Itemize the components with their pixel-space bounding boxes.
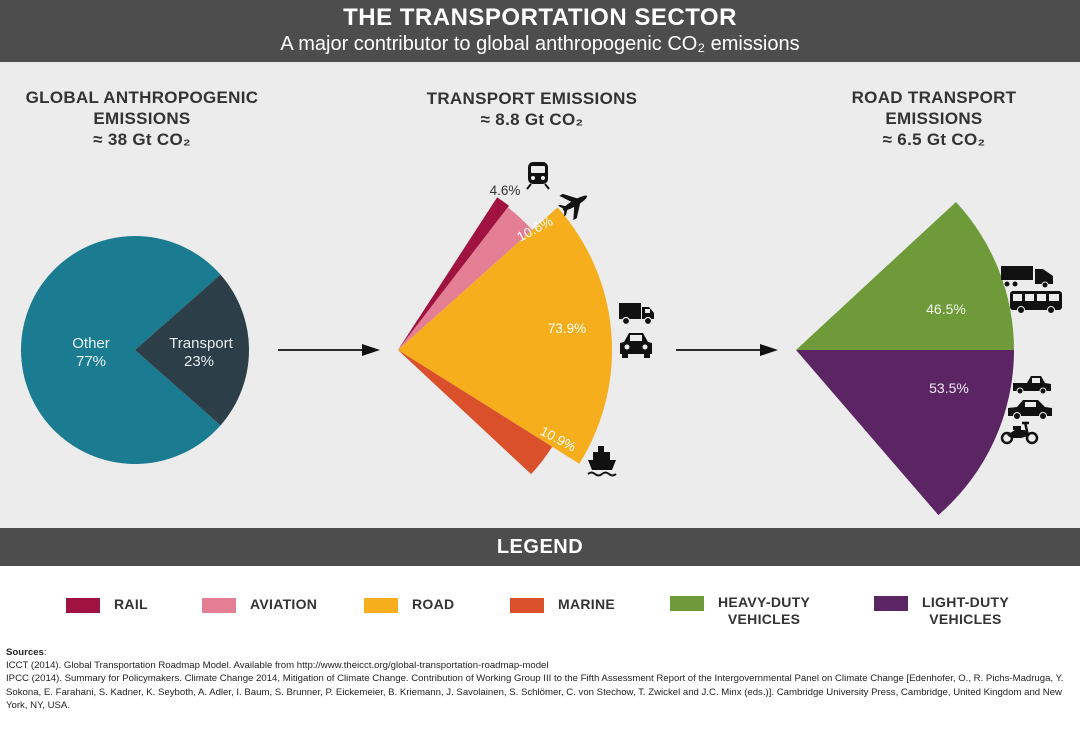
legend-item-aviation: AVIATION [202, 596, 317, 613]
pickup-truck-icon [1013, 376, 1051, 395]
legend-title: LEGEND [0, 528, 1080, 566]
slice-road [398, 207, 613, 464]
legend-swatch-aviation [202, 598, 236, 613]
arrow-transport-to-road [676, 344, 778, 356]
legend-item-marine: MARINE [510, 596, 615, 613]
transport-total: ≈ 8.8 Gt CO₂ [480, 110, 584, 129]
legend-label-road: ROAD [412, 596, 455, 612]
legend-label-aviation: AVIATION [250, 596, 318, 612]
legend-item-road: ROAD [364, 596, 454, 613]
legend-item-light-duty: LIGHT-DUTY VEHICLES [874, 594, 1009, 628]
value-rail: 4.6% [490, 183, 521, 198]
legend-item-rail: RAIL [66, 596, 148, 613]
car-icon [620, 333, 652, 358]
bus-icon [1010, 291, 1062, 314]
arrow-global-to-transport [278, 344, 380, 356]
label-transport: Transport [169, 335, 233, 352]
transport-column-title: TRANSPORT EMISSIONS ≈ 8.8 Gt CO₂ [400, 88, 664, 130]
road-emissions-pie: 46.5% 53.5% [796, 201, 1014, 516]
header-banner: THE TRANSPORTATION SECTOR A major contri… [0, 0, 1080, 62]
slice-heavy-duty-vehicles [796, 201, 1014, 350]
airplane-icon [558, 193, 588, 221]
legend-label-rail: RAIL [114, 596, 148, 612]
value-other: 77% [76, 353, 106, 370]
legend-swatch-road [364, 598, 398, 613]
sources-heading: Sources [6, 647, 44, 658]
source-ipcc: IPCC (2014). Summary for Policymakers. C… [6, 673, 1064, 711]
value-heavy-duty: 46.5% [926, 301, 966, 317]
truck-icon [619, 303, 654, 326]
legend-swatch-heavy-duty [670, 596, 704, 611]
slice-rail [398, 197, 510, 350]
legend-label-heavy-duty: HEAVY-DUTY VEHICLES [718, 594, 811, 627]
legend-swatch-light-duty [874, 596, 908, 611]
label-other: Other [72, 335, 110, 352]
slice-marine [398, 350, 553, 475]
slice-other [21, 236, 221, 464]
global-title-line2: EMISSIONS [93, 109, 191, 128]
slice-aviation [398, 207, 533, 350]
value-light-duty: 53.5% [929, 380, 969, 396]
global-title-line1: GLOBAL ANTHROPOGENIC [25, 88, 259, 107]
road-column-title: ROAD TRANSPORT EMISSIONS ≈ 6.5 Gt CO₂ [810, 87, 1058, 150]
road-title-line1: ROAD TRANSPORT [851, 88, 1017, 107]
slice-light-duty-vehicles [796, 350, 1014, 516]
road-title-line2: EMISSIONS [885, 109, 983, 128]
sources: Sources: ICCT (2014). Global Transportat… [6, 646, 1074, 712]
page-subtitle: A major contributor to global anthropoge… [280, 33, 800, 55]
transport-title-line1: TRANSPORT EMISSIONS [426, 89, 638, 108]
legend-swatch-rail [66, 598, 100, 613]
legend: RAIL AVIATION ROAD MARINE HEAVY-DUTY VEHI… [0, 566, 1080, 638]
legend-item-heavy-duty: HEAVY-DUTY VEHICLES [670, 594, 810, 628]
global-column-title: GLOBAL ANTHROPOGENIC EMISSIONS ≈ 38 Gt C… [8, 87, 276, 150]
legend-label-light-duty: LIGHT-DUTY VEHICLES [922, 594, 1009, 627]
sedan-icon [1008, 400, 1052, 420]
road-total: ≈ 6.5 Gt CO₂ [882, 130, 986, 149]
heavy-truck-icon [1001, 266, 1053, 289]
value-transport: 23% [184, 353, 214, 370]
global-total: ≈ 38 Gt CO₂ [93, 130, 191, 149]
train-icon [526, 162, 550, 190]
legend-swatch-marine [510, 598, 544, 613]
value-road: 73.9% [548, 321, 586, 336]
source-icct: ICCT (2014). Global Transportation Roadm… [6, 660, 549, 672]
scooter-icon [1000, 421, 1039, 445]
ship-icon [587, 446, 617, 477]
transport-emissions-pie: 4.6%10.6%73.9%10.9% [398, 183, 613, 475]
slice-transport [135, 274, 249, 426]
page-title: THE TRANSPORTATION SECTOR [343, 4, 737, 31]
legend-label-marine: MARINE [558, 596, 616, 612]
